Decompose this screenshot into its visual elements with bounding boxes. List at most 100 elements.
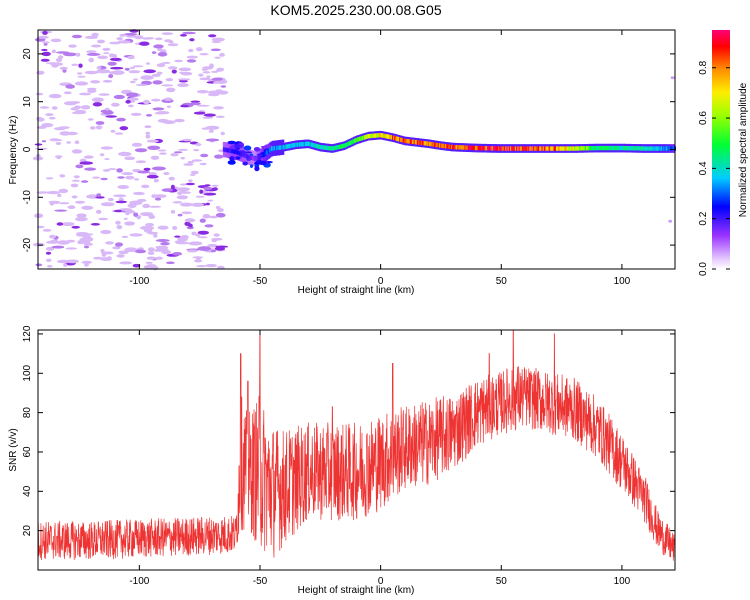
noise-blob (135, 249, 147, 254)
noise-blob (50, 38, 62, 43)
noise-blob (143, 167, 151, 171)
noise-blob (71, 149, 83, 154)
trace-core (554, 146, 557, 151)
noise-blob (128, 70, 141, 74)
noise-blob (210, 249, 217, 253)
trace-core (285, 144, 288, 149)
trace-core (254, 156, 257, 162)
trace-core (434, 142, 436, 147)
noise-blob (151, 73, 161, 77)
noise-blob (191, 231, 197, 236)
noise-blob (73, 175, 80, 179)
trace-core (344, 143, 347, 148)
noise-blob (127, 97, 139, 101)
trace-core (619, 145, 622, 151)
trace-core (396, 136, 399, 141)
noise-blob (56, 222, 64, 226)
trace-core (327, 146, 330, 151)
noise-blob (212, 187, 218, 191)
noise-blob (114, 132, 124, 135)
trace-core (256, 155, 259, 160)
noise-blob (96, 69, 111, 74)
trace-core (353, 138, 356, 144)
noise-blob (141, 184, 150, 189)
noise-blob (115, 220, 121, 225)
noise-blob (151, 51, 157, 54)
noise-blob (176, 195, 188, 200)
noise-blob (76, 213, 87, 218)
trace-core (618, 145, 621, 151)
noise-blob (168, 176, 175, 181)
noise-blob (88, 57, 94, 63)
noise-blob (166, 261, 175, 265)
noise-blob (110, 66, 124, 70)
trace-core (478, 146, 481, 151)
noise-blob (216, 208, 224, 213)
noise-blob (36, 35, 49, 39)
noise-blob (157, 225, 169, 230)
trace-core (481, 146, 483, 151)
chart-title: KOM5.2025.230.00.08.G05 (270, 2, 441, 18)
trace-core (383, 133, 386, 138)
noise-blob (147, 251, 155, 256)
noise-blob (100, 202, 115, 207)
trace-core (634, 146, 637, 151)
trace-core (456, 145, 459, 150)
noise-blob (124, 247, 138, 252)
noise-blob (41, 140, 47, 143)
noise-blob (35, 92, 44, 96)
noise-blob (137, 170, 150, 174)
y-tick-label: 20 (22, 525, 33, 537)
noise-blob (145, 37, 155, 40)
trace-core (415, 140, 418, 145)
trace-core (253, 156, 255, 161)
trace-core (224, 147, 226, 152)
trace-core (621, 145, 623, 151)
noise-blob (68, 44, 77, 48)
noise-blob (87, 88, 97, 93)
trace-core (370, 133, 372, 139)
noise-blob (215, 115, 225, 119)
noise-blob (45, 251, 52, 255)
trace-core (368, 133, 371, 139)
trace-core (660, 146, 663, 151)
trace-core (499, 146, 502, 151)
noise-blob (75, 52, 81, 57)
noise-blob (147, 247, 155, 252)
trace-core (233, 149, 236, 154)
noise-blob (87, 118, 94, 121)
trace-core (574, 146, 576, 151)
noise-blob (107, 197, 114, 202)
trace-core (643, 146, 646, 151)
noise-blob (129, 233, 143, 237)
trace-core (373, 133, 376, 138)
trace-blob (254, 166, 260, 172)
trace-core (313, 143, 316, 148)
trace-core (536, 146, 539, 151)
colorbar-tick-label: 0.2 (698, 211, 709, 225)
trace-core (307, 141, 310, 146)
trace-core (542, 146, 545, 151)
trace-core (517, 146, 520, 151)
trace-blob (258, 160, 267, 165)
noise-blob (211, 70, 219, 73)
trace-core (469, 145, 471, 150)
noise-blob (187, 160, 195, 164)
noise-blob (152, 80, 163, 85)
noise-blob (208, 90, 222, 95)
trace-core (602, 145, 605, 151)
trace-core (336, 145, 339, 150)
noise-blob (193, 111, 206, 115)
trace-core (354, 138, 357, 143)
noise-blob (92, 176, 101, 179)
trace-core (564, 146, 567, 151)
noise-blob (117, 176, 125, 179)
noise-blob (36, 225, 45, 229)
noise-blob (197, 230, 209, 235)
noise-blob (185, 182, 195, 186)
noise-blob (167, 66, 178, 70)
trace-core (290, 143, 293, 148)
noise-blob (129, 66, 136, 69)
noise-blob (195, 233, 201, 237)
noise-blob (136, 215, 142, 220)
